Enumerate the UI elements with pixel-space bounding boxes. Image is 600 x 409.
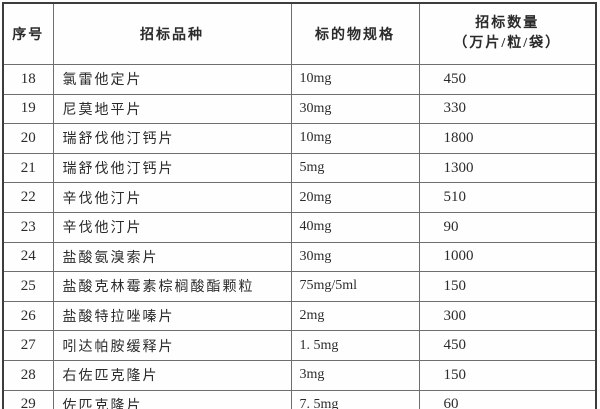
table-header: 序号 招标品种 标的物规格 招标数量 （万片/粒/袋） [2,2,597,65]
row-serial: 24 [2,241,54,273]
row-serial: 29 [2,389,54,409]
header-serial: 序号 [2,2,54,65]
row-serial: 21 [2,152,54,184]
row-spec: 10mg [290,123,420,154]
row-quantity: 60 [418,389,597,409]
table-row: 23 辛伐他汀片 40mg 90 [2,211,597,243]
row-serial: 22 [2,182,54,213]
table-row: 26 盐酸特拉唑嗪片 2mg 300 [2,300,597,332]
row-quantity: 450 [418,64,597,95]
row-serial: 27 [2,330,54,361]
row-serial: 20 [2,123,54,154]
row-spec: 30mg [290,93,420,125]
row-serial: 23 [2,211,54,243]
table-row: 22 辛伐他汀片 20mg 510 [2,182,597,213]
row-spec: 30mg [290,241,420,273]
row-quantity: 450 [418,330,597,361]
table-row: 18 氯雷他定片 10mg 450 [2,64,597,95]
row-spec: 2mg [290,300,420,332]
row-quantity: 150 [418,359,597,391]
table-row: 24 盐酸氨溴索片 30mg 1000 [2,241,597,273]
row-serial: 18 [2,64,54,95]
row-product-name: 右佐匹克隆片 [52,359,292,391]
row-quantity: 1300 [418,152,597,184]
row-spec: 10mg [290,64,420,95]
row-quantity: 150 [418,271,597,302]
table-body: 18 氯雷他定片 10mg 450 19 尼莫地平片 30mg 330 20 瑞… [2,64,597,409]
row-product-name: 吲达帕胺缓释片 [52,330,292,361]
row-product-name: 尼莫地平片 [52,93,292,125]
row-product-name: 佐匹克隆片 [52,389,292,409]
row-spec: 3mg [290,359,420,391]
table-row: 29 佐匹克隆片 7. 5mg 60 [2,389,597,409]
row-product-name: 辛伐他汀片 [52,211,292,243]
row-product-name: 瑞舒伐他汀钙片 [52,123,292,154]
table-row: 27 吲达帕胺缓释片 1. 5mg 450 [2,330,597,361]
row-product-name: 辛伐他汀片 [52,182,292,213]
header-spec: 标的物规格 [290,2,420,65]
row-quantity: 1000 [418,241,597,273]
table-row: 25 盐酸克林霉素棕榈酸酯颗粒 75mg/5ml 150 [2,271,597,302]
table-row: 28 右佐匹克隆片 3mg 150 [2,359,597,391]
row-spec: 20mg [290,182,420,213]
row-product-name: 盐酸克林霉素棕榈酸酯颗粒 [52,271,292,302]
row-serial: 26 [2,300,54,332]
row-quantity: 300 [418,300,597,332]
header-row: 序号 招标品种 标的物规格 招标数量 （万片/粒/袋） [2,2,597,65]
row-spec: 75mg/5ml [290,271,420,302]
row-product-name: 盐酸特拉唑嗪片 [52,300,292,332]
row-serial: 19 [2,93,54,125]
row-quantity: 330 [418,93,597,125]
row-serial: 25 [2,271,54,302]
table-row: 19 尼莫地平片 30mg 330 [2,93,597,125]
row-quantity: 1800 [418,123,597,154]
row-serial: 28 [2,359,54,391]
row-spec: 7. 5mg [290,389,420,409]
row-product-name: 瑞舒伐他汀钙片 [52,152,292,184]
row-spec: 1. 5mg [290,330,420,361]
row-quantity: 90 [418,211,597,243]
row-spec: 5mg [290,152,420,184]
header-product: 招标品种 [52,2,292,65]
table-row: 21 瑞舒伐他汀钙片 5mg 1300 [2,152,597,184]
header-quantity-line2: （万片/粒/袋） [453,36,562,51]
row-quantity: 510 [418,182,597,213]
row-product-name: 盐酸氨溴索片 [52,241,292,273]
table-row: 20 瑞舒伐他汀钙片 10mg 1800 [2,123,597,154]
header-quantity-line1: 招标数量 [475,16,540,31]
header-quantity: 招标数量 （万片/粒/袋） [418,2,597,65]
row-product-name: 氯雷他定片 [52,64,292,95]
row-spec: 40mg [290,211,420,243]
